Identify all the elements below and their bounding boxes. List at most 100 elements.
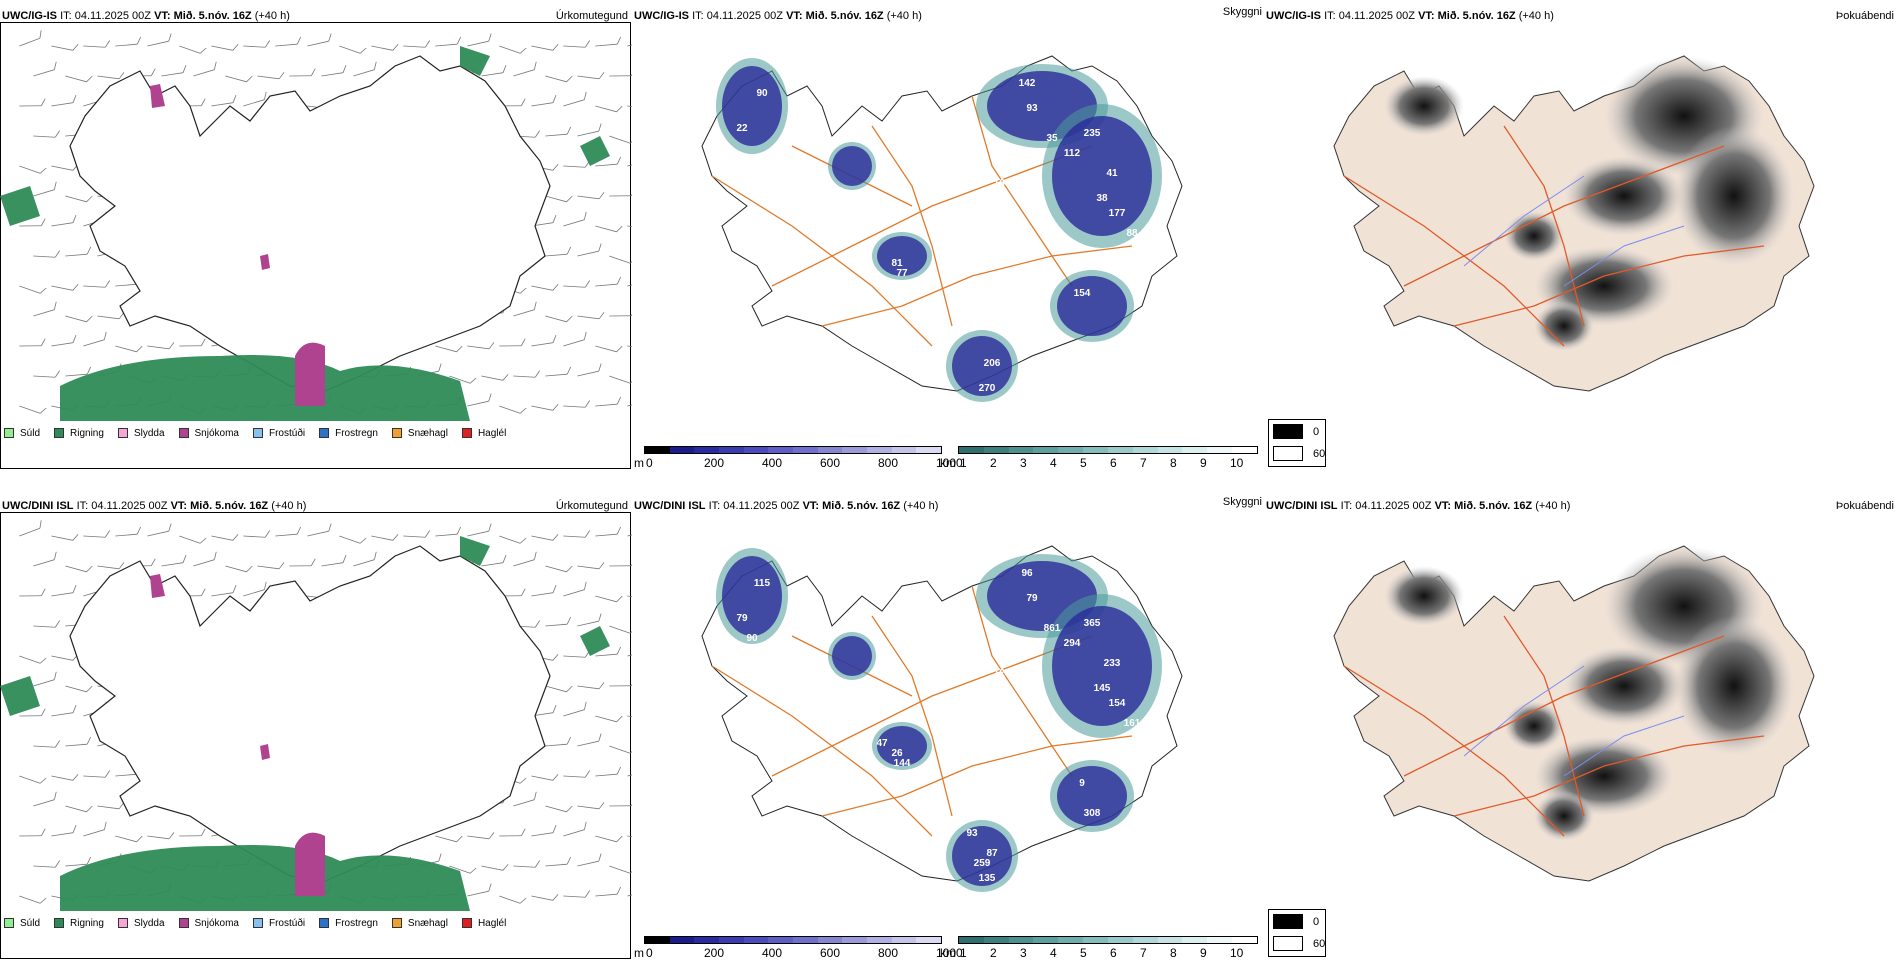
wind-barb	[511, 302, 538, 316]
wind-barb	[576, 123, 603, 136]
cloudbase-tick: 800	[878, 456, 898, 470]
wind-barb	[65, 559, 92, 573]
fog-title: Þokuábendi	[1836, 500, 1894, 512]
cloudbase-value: 93	[966, 828, 978, 839]
low-cloud-area	[832, 636, 872, 676]
wind-barb	[65, 69, 92, 83]
legend-item: Frostúði	[253, 918, 305, 929]
valid-time: Mið. 5.nóv. 16Z	[822, 500, 900, 512]
wind-barb	[609, 799, 632, 806]
init-time-label: IT:	[1324, 10, 1336, 22]
wind-barb	[51, 279, 78, 291]
wind-barb	[467, 829, 494, 839]
init-time-label: IT:	[60, 10, 72, 22]
cloudbase-value: 144	[894, 758, 911, 769]
wind-barb	[609, 739, 632, 754]
wind-barb	[289, 69, 315, 76]
cloudbase-value: 90	[746, 633, 758, 644]
wind-barb	[51, 39, 78, 51]
cloudbase-value: 233	[1104, 658, 1121, 669]
wind-barb	[563, 889, 589, 897]
rain-area	[60, 355, 470, 421]
legend-label: Súld	[20, 428, 40, 439]
cloudbase-value: 135	[979, 873, 996, 884]
wind-barb	[289, 559, 315, 566]
wind-barb	[51, 769, 78, 781]
valid-time: Mið. 5.nóv. 16Z	[806, 10, 884, 22]
wind-barb	[561, 92, 588, 106]
wind-barb	[50, 95, 77, 106]
wind-barb	[320, 65, 347, 76]
precip-map	[0, 6, 632, 476]
legend-label: Frostúði	[269, 918, 305, 929]
wind-barb	[51, 159, 78, 171]
wind-barb	[530, 825, 557, 836]
wind-barb	[179, 339, 205, 346]
wind-barb	[65, 737, 91, 746]
fog-legend-swatch	[1273, 936, 1303, 951]
wind-barb	[115, 829, 142, 843]
wind-barb	[531, 889, 558, 901]
wind-barb	[530, 335, 557, 346]
legend-item: Snjókoma	[179, 428, 239, 439]
wind-barb	[499, 829, 525, 836]
wind-barb	[115, 527, 141, 536]
wind-barb	[31, 62, 58, 76]
init-time: 04.11.2025 00Z	[75, 10, 151, 22]
legend-label: Snæhagl	[408, 918, 448, 929]
cloudbase-value: 113	[1024, 693, 1041, 704]
wind-barb	[481, 859, 508, 871]
wind-barb	[83, 279, 109, 287]
fog-area	[1534, 791, 1594, 841]
legend-item: Snæhagl	[392, 918, 448, 929]
legend-label: Haglél	[478, 428, 506, 439]
model-name: UWC/DINI ISL	[1266, 500, 1338, 512]
cloudbase-value: 259	[974, 858, 991, 869]
lead-time: (+40 h)	[887, 10, 922, 22]
legend-label: Rigning	[70, 428, 104, 439]
cloudbase-value: 38	[1096, 193, 1108, 204]
wind-barb	[595, 339, 622, 353]
fog-panel: UWC/IG-IS IT: 04.11.2025 00Z VT: Mið. 5.…	[1264, 6, 1900, 476]
cloudbase-value: 90	[756, 88, 768, 99]
wind-barb	[97, 309, 124, 319]
wind-barb	[531, 769, 558, 781]
legend-swatch	[462, 918, 472, 928]
wind-barb	[371, 529, 398, 541]
wind-barb	[320, 555, 347, 566]
low-cloud-area	[722, 556, 782, 636]
cloudbase-unit: m	[634, 456, 644, 470]
wind-barb	[595, 397, 621, 406]
wind-barb	[115, 37, 141, 46]
wind-barb	[577, 309, 604, 319]
wind-barb	[577, 559, 604, 569]
init-time: 04.11.2025 00Z	[707, 10, 783, 22]
cloudbase-tick: 200	[704, 946, 724, 960]
legend-item: Súld	[4, 428, 40, 439]
cloudbase-value: 148	[954, 708, 971, 719]
wind-barb	[211, 39, 238, 51]
wind-barb	[33, 129, 59, 137]
wind-barb	[50, 705, 77, 716]
legend-item: Rigning	[54, 428, 104, 439]
visibility-tick: 10	[1230, 946, 1243, 960]
cloudbase-unit: m	[634, 946, 644, 960]
cloudbase-value: 127	[794, 658, 811, 669]
cloudbase-value: 154	[1109, 698, 1126, 709]
legend-swatch	[462, 428, 472, 438]
cloudbase-value: 97	[1131, 248, 1143, 259]
cloudbase-value: 109	[1129, 738, 1146, 749]
fog-legend-swatch	[1273, 446, 1303, 461]
legend-item: Haglél	[462, 918, 506, 929]
visibility-tick: 6	[1110, 456, 1117, 470]
legend-item: Frostregn	[319, 428, 378, 439]
wind-barb	[65, 679, 92, 693]
cloudbase-value: 177	[1109, 208, 1126, 219]
cloud-header: UWC/IG-IS IT: 04.11.2025 00Z VT: Mið. 5.…	[634, 10, 922, 22]
fog-legend-label: 0	[1313, 916, 1319, 928]
fog-area	[1674, 126, 1794, 266]
wind-barb	[211, 529, 238, 541]
wind-barb	[243, 529, 269, 537]
wind-barb	[545, 737, 571, 746]
